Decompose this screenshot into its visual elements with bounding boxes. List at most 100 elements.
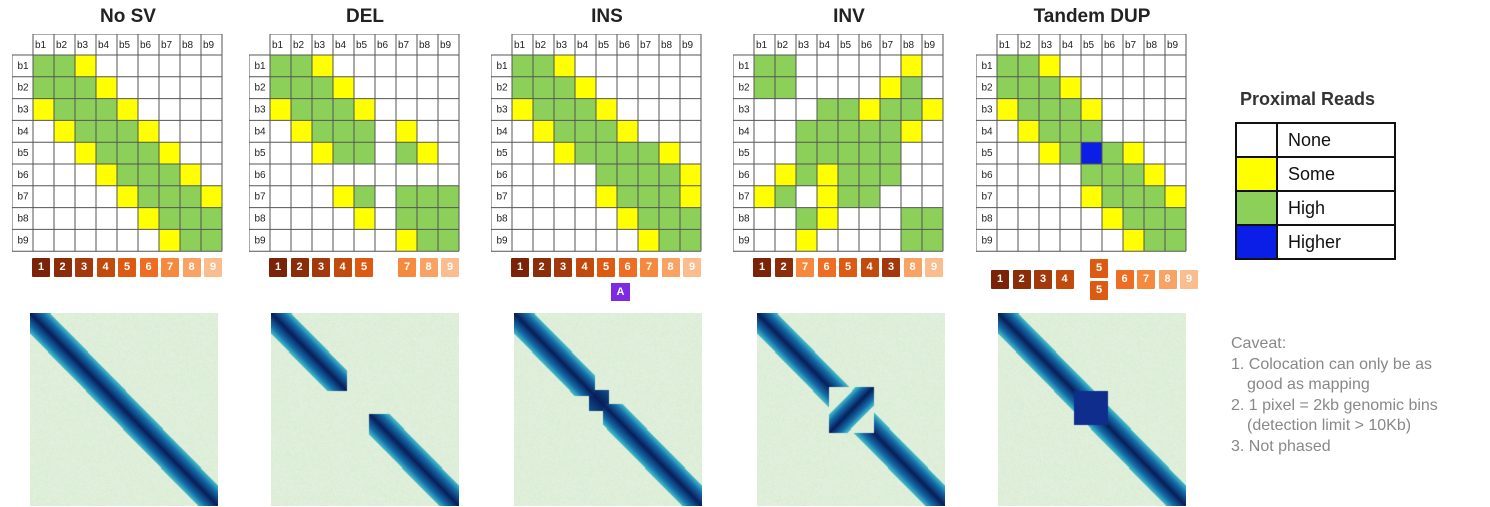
grid-cell bbox=[159, 164, 180, 186]
bin-label-column: b2 bbox=[56, 40, 68, 51]
bin-label-row: b3 bbox=[17, 105, 29, 116]
segment-block: 7 bbox=[161, 258, 179, 277]
grid-cell bbox=[1144, 98, 1165, 121]
bin-label-row: b8 bbox=[17, 214, 29, 225]
grid-cell bbox=[396, 76, 417, 99]
grid-cell bbox=[270, 120, 291, 143]
grid-cell bbox=[554, 98, 575, 121]
segment-block: 9 bbox=[925, 258, 943, 277]
bin-label-column: b1 bbox=[756, 40, 768, 51]
bin-label-row: b6 bbox=[981, 170, 993, 181]
grid-cell bbox=[1123, 120, 1144, 143]
grid-cell bbox=[180, 164, 201, 186]
bin-label-column: b4 bbox=[335, 40, 347, 51]
bin-label-column: b8 bbox=[903, 40, 915, 51]
bin-label-row: b3 bbox=[981, 105, 993, 116]
panel-ins: INS b1 b1 b2 b2 b3 b3 b4 b4 b5 b5 b6 b6 b7 b7 b8 b8 b9 b9… bbox=[487, 0, 727, 507]
grid-cell bbox=[33, 55, 54, 77]
bin-label-row: b9 bbox=[981, 235, 993, 246]
grid-cell bbox=[533, 164, 554, 186]
grid-cell bbox=[901, 229, 922, 252]
grid-cell bbox=[333, 229, 354, 252]
grid-cell bbox=[554, 76, 575, 99]
grid-cell bbox=[796, 76, 817, 99]
grid-cell bbox=[1123, 98, 1144, 121]
grid-cell bbox=[1165, 142, 1186, 164]
grid-cell bbox=[438, 55, 459, 77]
bin-label-row: b4 bbox=[738, 126, 750, 137]
grid-cell bbox=[54, 120, 75, 143]
bin-label-column: b2 bbox=[777, 40, 789, 51]
grid-cell bbox=[596, 55, 617, 77]
grid-cell bbox=[75, 185, 96, 208]
segment-block: 8 bbox=[182, 258, 201, 277]
grid-cell bbox=[859, 229, 880, 252]
grid-cell bbox=[54, 185, 75, 208]
contact-grid: b1 b1 b2 b2 b3 b3 b4 b4 b5 b5 b6 b6 b7 b7 b8 b8 b9 b9 bbox=[976, 34, 1187, 252]
grid-cell bbox=[638, 164, 659, 186]
grid-cell bbox=[880, 142, 901, 164]
grid-cell bbox=[680, 229, 701, 252]
bin-label-column: b1 bbox=[999, 40, 1011, 51]
bin-label-column: b4 bbox=[98, 40, 110, 51]
grid-cell bbox=[375, 120, 396, 143]
grid-cell bbox=[817, 229, 838, 252]
grid-cell bbox=[1102, 76, 1123, 99]
grid-cell bbox=[1081, 76, 1102, 99]
grid-cell bbox=[75, 142, 96, 164]
bin-label-column: b6 bbox=[619, 40, 631, 51]
grid-cell bbox=[75, 98, 96, 121]
bin-label-row: b1 bbox=[981, 61, 993, 72]
bin-label-row: b7 bbox=[496, 192, 508, 203]
bin-label-column: b3 bbox=[556, 40, 568, 51]
grid-cell bbox=[1039, 76, 1060, 99]
bin-label-column: b7 bbox=[398, 40, 410, 51]
caveat-note: Caveat: 1. Colocation can only be as goo… bbox=[1231, 334, 1486, 457]
grid-cell bbox=[438, 164, 459, 186]
grid-cell bbox=[1039, 142, 1060, 164]
grid-cell bbox=[533, 55, 554, 77]
hic-heatmap bbox=[514, 313, 702, 506]
grid-cell bbox=[75, 120, 96, 143]
bin-label-row: b4 bbox=[496, 126, 508, 137]
grid-cell bbox=[997, 76, 1018, 99]
grid-cell bbox=[922, 76, 943, 99]
grid-cell bbox=[312, 120, 333, 143]
segment-block: 3 bbox=[554, 258, 572, 277]
bin-label-column: b2 bbox=[293, 40, 305, 51]
grid-cell bbox=[922, 185, 943, 208]
bin-label-row: b1 bbox=[738, 61, 750, 72]
grid-cell bbox=[659, 55, 680, 77]
contact-grid: b1 b1 b2 b2 b3 b3 b4 b4 b5 b5 b6 b6 b7 b7 b8 b8 b9 b9 bbox=[249, 34, 460, 252]
bin-label-column: b2 bbox=[535, 40, 547, 51]
bin-label-row: b2 bbox=[17, 83, 29, 94]
grid-cell bbox=[417, 185, 438, 208]
caveat-item: 1. Colocation can only be as bbox=[1231, 355, 1433, 373]
grid-cell bbox=[417, 164, 438, 186]
contact-grid: b1 b1 b2 b2 b3 b3 b4 b4 b5 b5 b6 b6 b7 b7 b8 b8 b9 b9 bbox=[12, 34, 223, 252]
grid-cell bbox=[617, 76, 638, 99]
grid-cell bbox=[638, 207, 659, 230]
legend-row-some: Some bbox=[1235, 156, 1396, 192]
grid-cell bbox=[922, 164, 943, 186]
segment-block: 7 bbox=[1137, 270, 1155, 289]
segment-block: 4 bbox=[333, 258, 352, 277]
bin-label-row: b5 bbox=[981, 148, 993, 159]
grid-cell bbox=[1060, 120, 1081, 143]
grid-cell bbox=[1060, 185, 1081, 208]
grid-cell bbox=[1060, 76, 1081, 99]
grid-cell bbox=[796, 229, 817, 252]
segment-block: 6 bbox=[139, 258, 158, 277]
grid-cell bbox=[138, 185, 159, 208]
bin-label-column: b4 bbox=[1062, 40, 1074, 51]
grid-cell bbox=[922, 120, 943, 143]
grid-cell bbox=[997, 164, 1018, 186]
grid-cell bbox=[291, 55, 312, 77]
grid-cell bbox=[575, 76, 596, 99]
grid-cell bbox=[596, 229, 617, 252]
grid-cell bbox=[775, 207, 796, 230]
bin-label-column: b3 bbox=[314, 40, 326, 51]
bin-label-row: b7 bbox=[738, 192, 750, 203]
grid-cell bbox=[880, 98, 901, 121]
grid-cell bbox=[512, 120, 533, 143]
